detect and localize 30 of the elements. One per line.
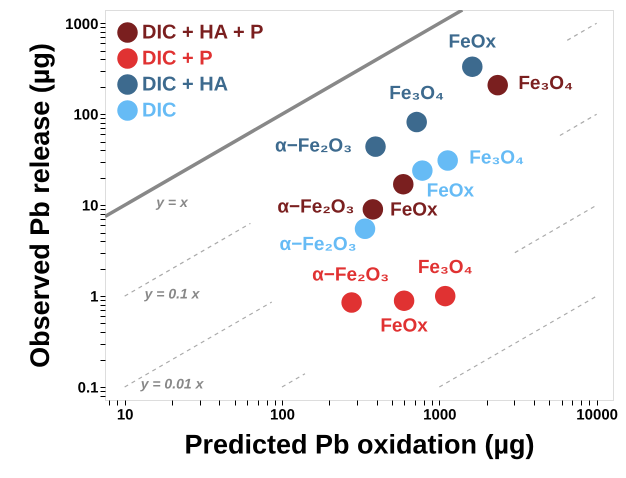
y-tick-label: 0.1 bbox=[78, 380, 98, 397]
legend-label: DIC + HA + P bbox=[142, 22, 264, 44]
annotation: α−Fe₂O₃ bbox=[275, 136, 352, 157]
annotation: y = 0.01 x bbox=[140, 376, 205, 392]
x-tick-label: 1000 bbox=[423, 406, 457, 424]
legend-label: DIC + P bbox=[142, 48, 213, 70]
annotation: Fe₃O₄ bbox=[418, 257, 473, 278]
x-tick-label: 10000 bbox=[576, 406, 618, 424]
annotation: α−Fe₂O₃ bbox=[277, 196, 354, 218]
y-tick-label: 100 bbox=[73, 106, 98, 124]
annotation: α−Fe₂O₃ bbox=[280, 234, 356, 255]
y-axis-title: Observed Pb release (µg) bbox=[25, 43, 56, 368]
legend-label: DIC bbox=[142, 100, 176, 122]
x-axis-title: Predicted Pb oxidation (µg) bbox=[184, 430, 535, 460]
y-tick-label: 1 bbox=[90, 288, 98, 306]
y-tick-label: 10 bbox=[82, 198, 98, 215]
annotation: y = x bbox=[155, 194, 189, 210]
annotation: Fe₃O₄ bbox=[389, 83, 444, 104]
y-tick-label: 1000 bbox=[65, 16, 98, 33]
annotation: FeOx bbox=[448, 32, 496, 53]
annotation: FeOx bbox=[426, 180, 475, 202]
annotation: FeOx bbox=[380, 316, 428, 337]
x-tick-label: 100 bbox=[270, 406, 296, 424]
annotation: Fe₃O₄ bbox=[469, 147, 524, 168]
x-tick-label: 10 bbox=[116, 406, 134, 424]
annotation: Fe₃O₄ bbox=[518, 73, 574, 94]
annotation: FeOx bbox=[390, 199, 438, 220]
legend-label: DIC + HA bbox=[142, 74, 228, 96]
annotation: y = 0.1 x bbox=[144, 286, 201, 302]
annotation: α−Fe₂O₃ bbox=[312, 264, 390, 286]
